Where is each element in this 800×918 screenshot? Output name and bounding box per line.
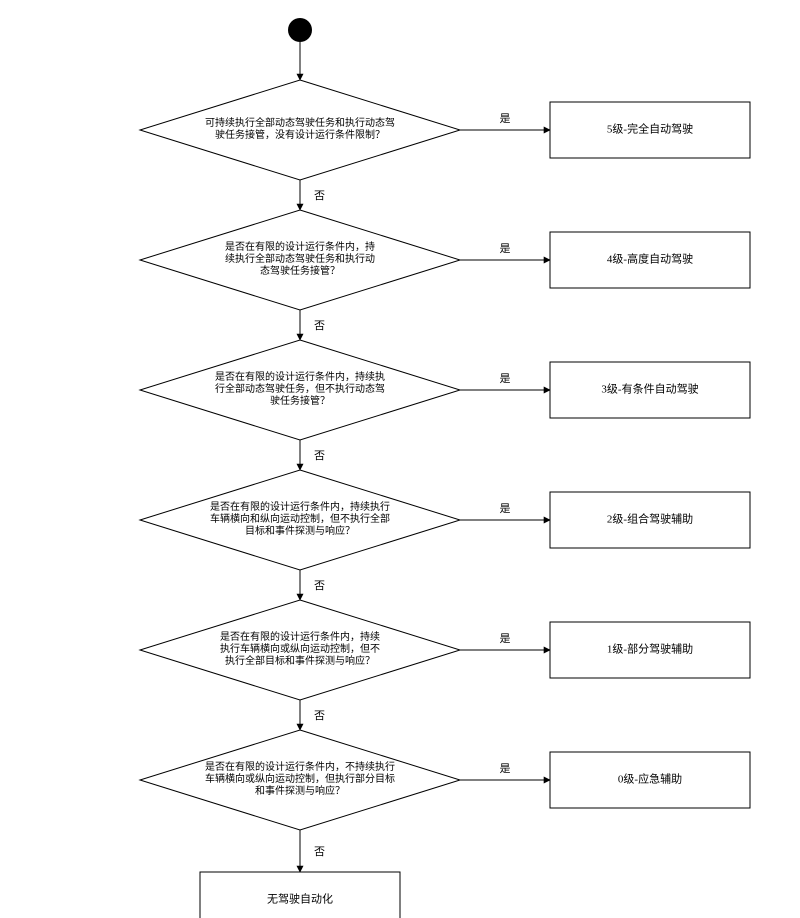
- yes-label-d3: 是: [500, 372, 511, 385]
- no-label-d5: 否: [314, 710, 325, 722]
- start-node: [288, 18, 312, 42]
- no-label-d4: 否: [314, 580, 325, 592]
- yes-label-d1: 是: [500, 112, 511, 125]
- final-no-text: 无驾驶自动化: [267, 892, 333, 906]
- yes-label-d6: 是: [500, 762, 511, 775]
- yes-label-d4: 是: [500, 502, 511, 515]
- yes-label-d2: 是: [500, 242, 511, 255]
- no-label-d2: 否: [314, 320, 325, 332]
- decision-text-d5: 是否在有限的设计运行条件内，持续执行车辆横向或纵向运动控制，但不执行全部目标和事…: [220, 630, 380, 667]
- result-text-r3: 3级-有条件自动驾驶: [601, 382, 698, 396]
- decision-text-d1: 可持续执行全部动态驾驶任务和执行动态驾驶任务接管，没有设计运行条件限制？: [205, 116, 395, 141]
- result-text-r0: 0级-应急辅助: [618, 772, 682, 786]
- no-label-last: 否: [314, 846, 325, 858]
- result-text-r2: 2级-组合驾驶辅助: [607, 512, 693, 526]
- result-text-r1: 1级-部分驾驶辅助: [607, 642, 693, 656]
- no-label-d1: 否: [314, 190, 325, 202]
- flowchart-svg: 可持续执行全部动态驾驶任务和执行动态驾驶任务接管，没有设计运行条件限制？ 5级-完…: [0, 0, 800, 918]
- result-text-r4: 4级-高度自动驾驶: [607, 252, 693, 266]
- yes-label-d5: 是: [500, 632, 511, 645]
- result-text-r5: 5级-完全自动驾驶: [607, 122, 693, 136]
- no-label-d3: 否: [314, 450, 325, 462]
